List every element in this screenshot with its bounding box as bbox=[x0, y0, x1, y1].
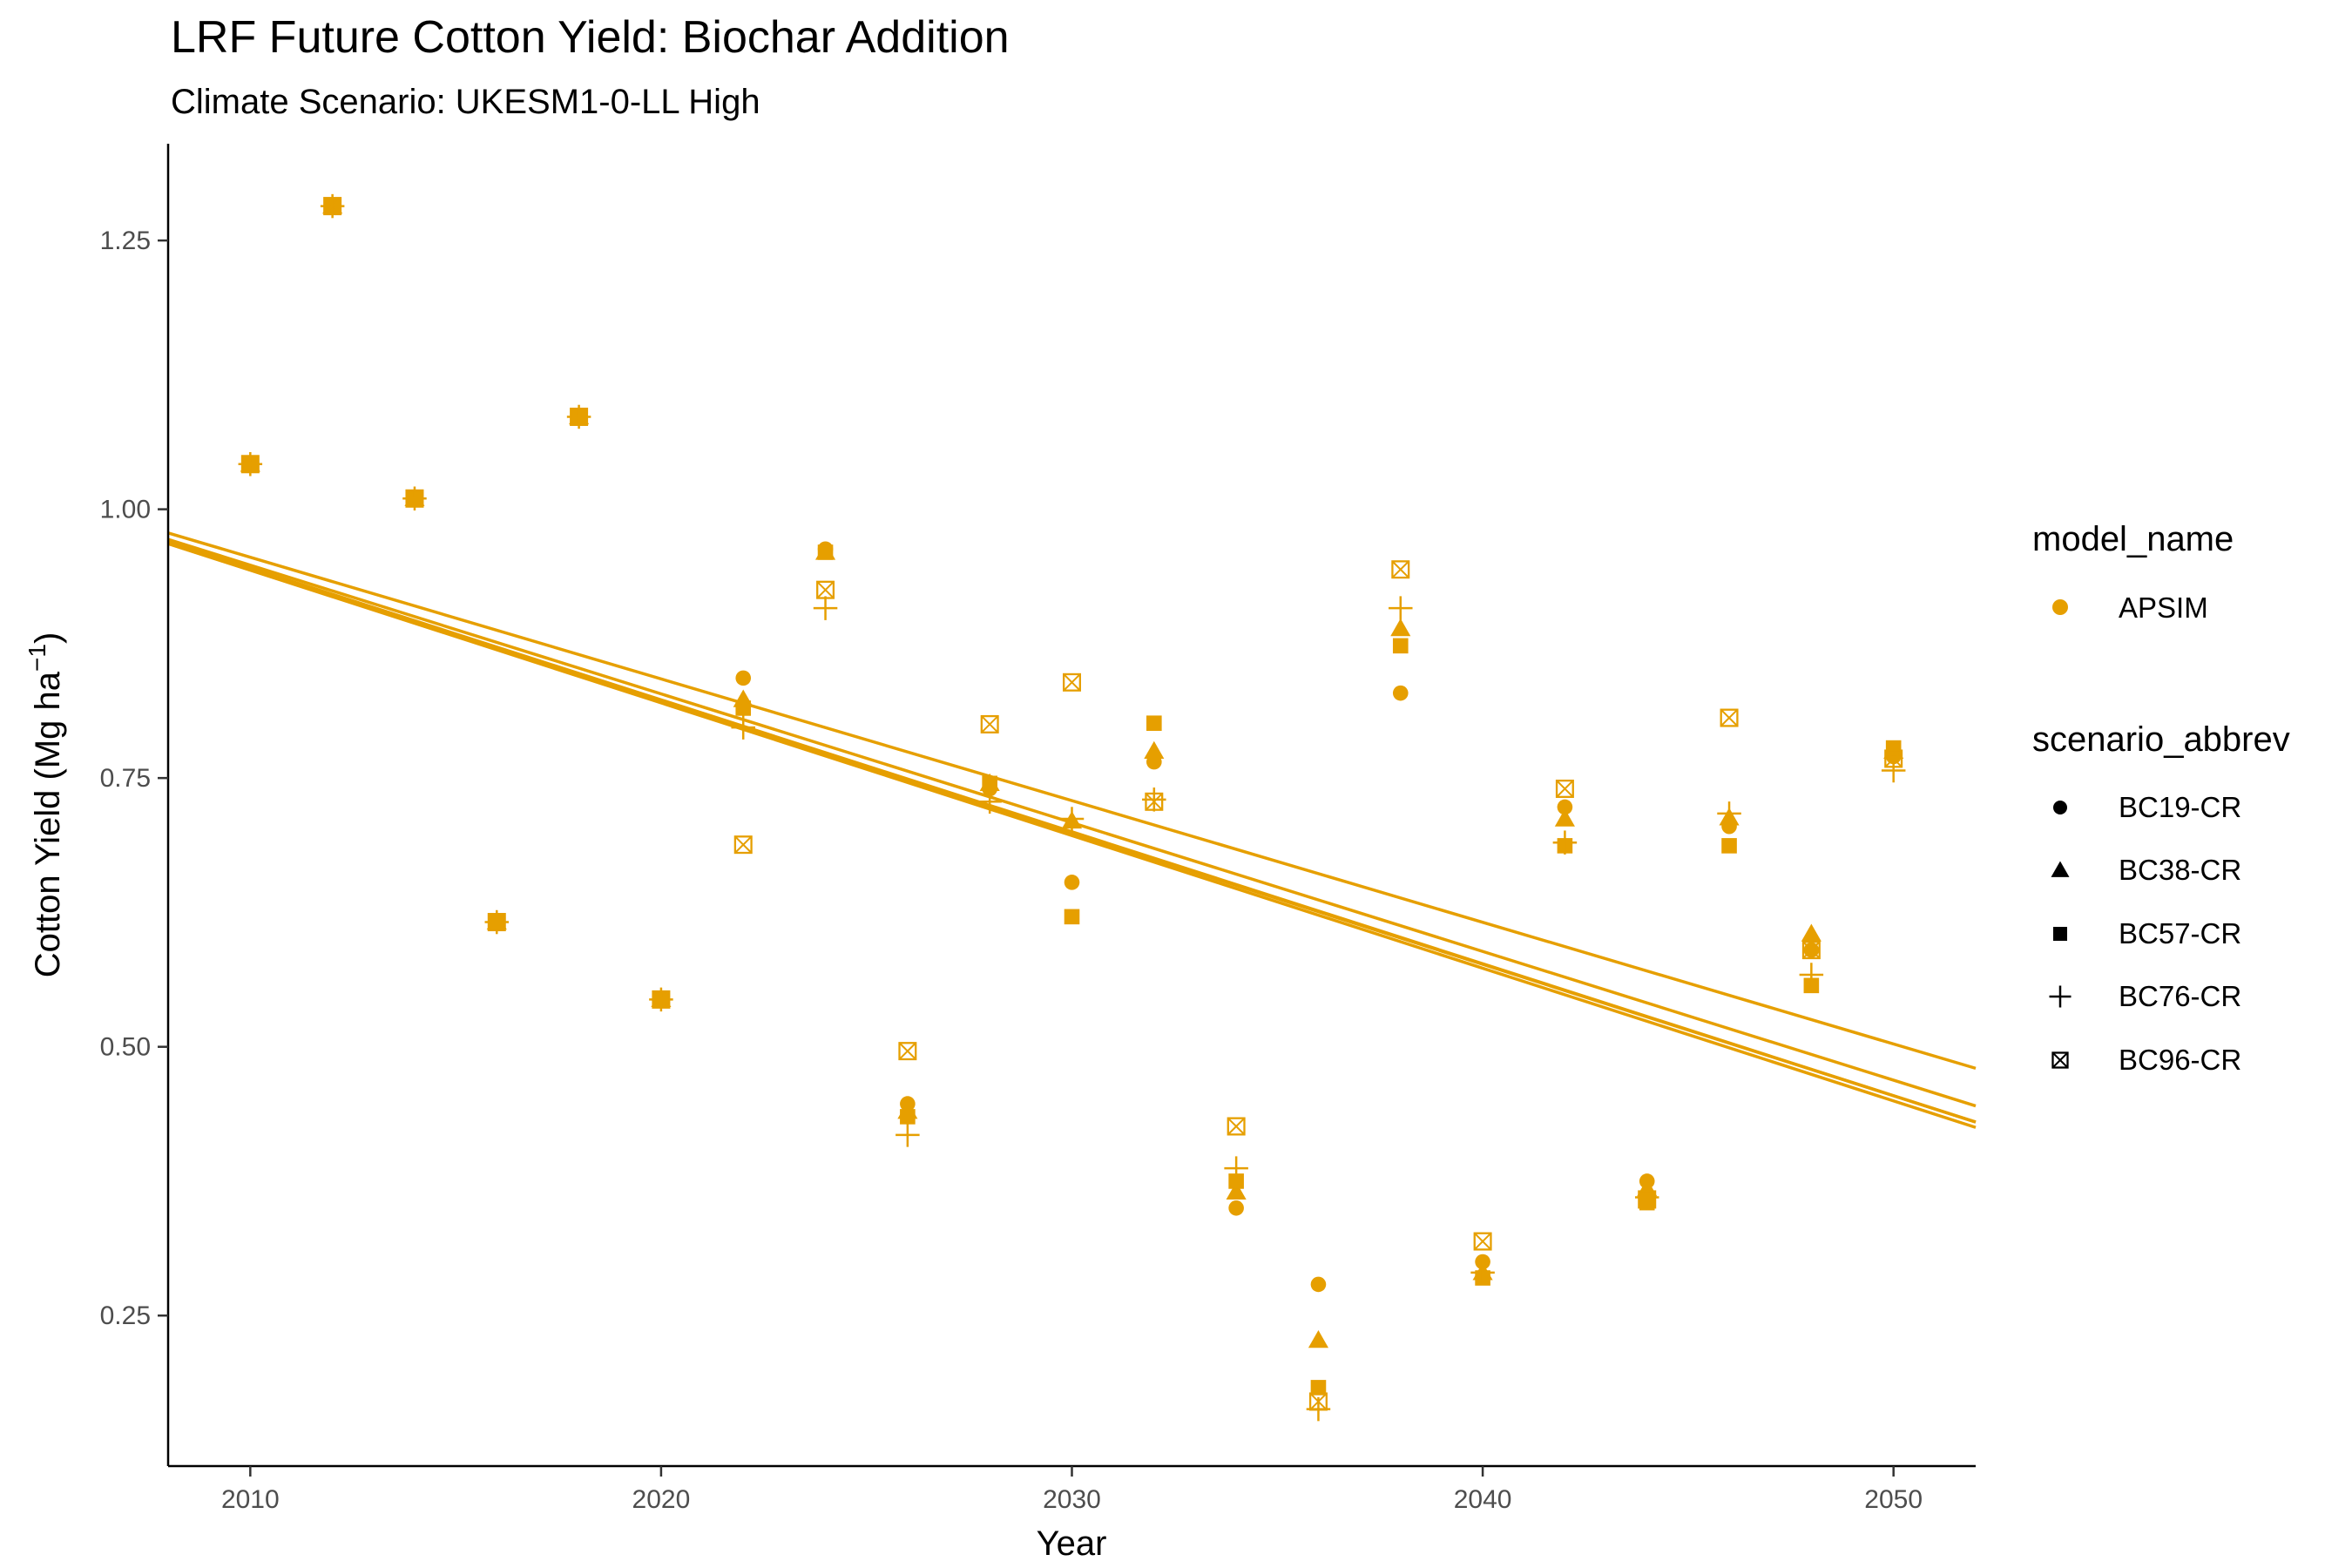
legend-scenario-keys bbox=[2049, 801, 2072, 1069]
data-point bbox=[733, 835, 753, 855]
data-point bbox=[1146, 715, 1162, 732]
series-bc57-cr bbox=[242, 198, 1902, 1396]
series-bc76-cr bbox=[238, 193, 1906, 1422]
data-point bbox=[1552, 830, 1578, 855]
data-point bbox=[323, 197, 342, 216]
data-point bbox=[1392, 638, 1409, 654]
data-point bbox=[1308, 1330, 1329, 1348]
data-point bbox=[1470, 1260, 1495, 1285]
chart-subtitle: Climate Scenario: UKESM1-0-LL High bbox=[171, 83, 760, 121]
series-bc19-cr bbox=[242, 198, 1902, 1293]
data-point bbox=[1638, 1190, 1657, 1209]
data-point bbox=[1721, 838, 1737, 854]
data-point bbox=[982, 775, 997, 792]
data-point bbox=[735, 670, 752, 686]
data-point bbox=[240, 455, 260, 474]
data-point bbox=[900, 1109, 916, 1125]
data-point bbox=[1392, 685, 1409, 701]
x-tick-label: 2050 bbox=[1864, 1485, 1923, 1514]
trend-line-bc96-cr bbox=[167, 531, 1977, 1071]
data-point bbox=[813, 596, 838, 620]
trend-line-bc76-cr bbox=[167, 542, 1977, 1124]
data-point bbox=[1720, 708, 1739, 727]
x-axis-ticks: 2010 2020 2030 2040 2050 bbox=[221, 1466, 1923, 1514]
y-tick-label: 0.75 bbox=[100, 764, 151, 793]
legend: model_name APSIM scenario_abbrev BC19-CR… bbox=[2032, 520, 2290, 1076]
legend-key-apsim bbox=[2052, 599, 2068, 615]
y-axis-title-close: ) bbox=[29, 632, 67, 644]
legend-label-bc96: BC96-CR bbox=[2119, 1044, 2241, 1076]
x-tick-label: 2030 bbox=[1043, 1485, 1101, 1514]
data-point bbox=[1227, 1117, 1246, 1136]
series-bc38-cr bbox=[240, 196, 1904, 1348]
legend-label-apsim: APSIM bbox=[2119, 591, 2208, 624]
legend-key-bc57-cr bbox=[2053, 927, 2067, 941]
data-point bbox=[1799, 963, 1824, 987]
data-point bbox=[1145, 792, 1164, 811]
y-tick-label: 0.50 bbox=[100, 1033, 151, 1062]
x-tick-label: 2010 bbox=[221, 1485, 280, 1514]
legend-title-scenario: scenario_abbrev bbox=[2032, 720, 2290, 759]
data-point bbox=[570, 407, 589, 426]
data-point bbox=[816, 580, 835, 599]
chart-title: LRF Future Cotton Yield: Biochar Additio… bbox=[171, 12, 1010, 63]
data-point bbox=[652, 990, 671, 1009]
data-point bbox=[1224, 1156, 1248, 1180]
legend-key-bc96-cr bbox=[2051, 1051, 2069, 1069]
data-point bbox=[1226, 1181, 1247, 1200]
y-axis-title-superscript: −1 bbox=[24, 644, 51, 672]
data-point bbox=[487, 913, 506, 932]
legend-key-bc19-cr bbox=[2053, 801, 2067, 814]
data-point bbox=[1064, 909, 1080, 925]
data-point bbox=[1390, 618, 1411, 637]
data-point bbox=[1144, 740, 1165, 759]
data-point bbox=[405, 489, 424, 508]
x-tick-label: 2040 bbox=[1454, 1485, 1512, 1514]
legend-label-bc57: BC57-CR bbox=[2119, 917, 2241, 950]
data-point bbox=[1555, 779, 1574, 798]
data-point bbox=[1557, 799, 1573, 815]
legend-key-bc76-cr bbox=[2049, 985, 2072, 1008]
y-tick-label: 0.25 bbox=[100, 1301, 151, 1330]
data-point bbox=[817, 544, 834, 560]
data-point bbox=[1717, 801, 1741, 826]
y-axis-title-main: Cotton Yield (Mg ha bbox=[29, 671, 67, 977]
data-point bbox=[980, 714, 999, 733]
data-point bbox=[1063, 672, 1082, 692]
data-point bbox=[1310, 1276, 1327, 1293]
y-axis-ticks: 0.25 0.50 0.75 1.00 1.25 bbox=[100, 226, 168, 1330]
legend-title-model: model_name bbox=[2032, 520, 2234, 558]
y-tick-label: 1.25 bbox=[100, 226, 151, 255]
legend-label-bc38: BC38-CR bbox=[2119, 854, 2241, 886]
data-point bbox=[1884, 749, 1903, 768]
data-point bbox=[1473, 1232, 1492, 1251]
data-point bbox=[1554, 808, 1575, 827]
plot-marks bbox=[238, 193, 1906, 1422]
data-point bbox=[1801, 941, 1821, 960]
trend-lines bbox=[167, 531, 1977, 1129]
y-tick-label: 1.00 bbox=[100, 496, 151, 524]
data-point bbox=[1881, 758, 1906, 783]
trend-line-bc57-cr bbox=[167, 537, 1977, 1108]
data-point bbox=[1064, 875, 1080, 890]
y-axis-title: Cotton Yield (Mg ha−1) bbox=[24, 632, 67, 978]
data-point bbox=[898, 1042, 917, 1061]
data-point bbox=[1310, 1380, 1327, 1396]
data-point bbox=[896, 1123, 920, 1147]
x-axis-title: Year bbox=[1037, 1524, 1107, 1563]
series-bc96-cr bbox=[240, 197, 1903, 1411]
data-point bbox=[1389, 596, 1413, 620]
data-point bbox=[1801, 923, 1821, 942]
data-point bbox=[1228, 1173, 1244, 1189]
data-point bbox=[1308, 1392, 1328, 1411]
data-point bbox=[1228, 1200, 1244, 1216]
legend-key-bc38-cr bbox=[2051, 861, 2070, 877]
legend-label-bc76: BC76-CR bbox=[2119, 980, 2241, 1012]
data-point bbox=[1391, 560, 1410, 579]
legend-label-bc19: BC19-CR bbox=[2119, 791, 2241, 823]
x-tick-label: 2020 bbox=[632, 1485, 691, 1514]
data-point bbox=[1885, 740, 1902, 756]
